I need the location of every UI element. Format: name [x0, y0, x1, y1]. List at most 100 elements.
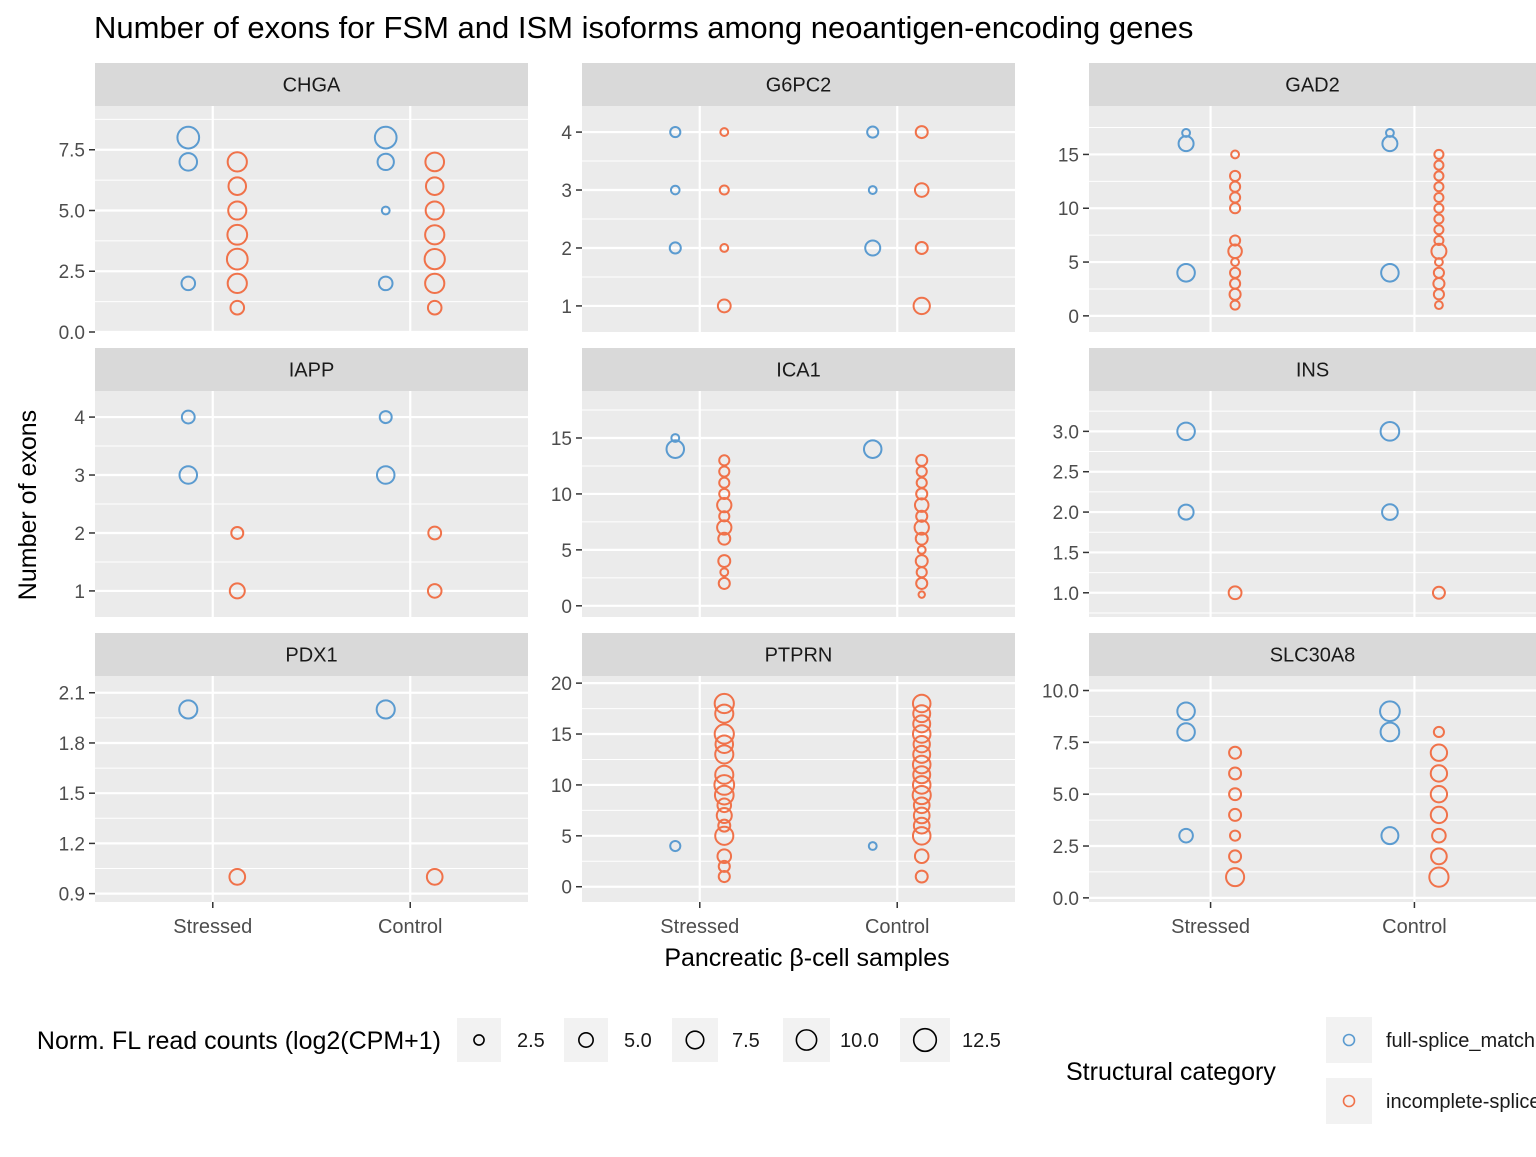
y-tick-label: 15 [551, 725, 572, 746]
y-tick-label: 0.0 [1053, 889, 1079, 910]
data-point-incomplete-splice_match [713, 774, 736, 796]
data-point-full-splice_match [1379, 721, 1401, 743]
facet-strip [582, 633, 1015, 676]
data-point-incomplete-splice_match [1228, 849, 1243, 864]
y-tick-label: 1.5 [1053, 543, 1079, 564]
facet-strip-label: CHGA [283, 75, 341, 97]
data-point-incomplete-splice_match [715, 806, 733, 824]
x-tick-label: Stressed [1171, 916, 1250, 938]
data-point-full-splice_match [375, 699, 396, 720]
data-point-incomplete-splice_match [713, 784, 735, 806]
data-point-incomplete-splice_match [1433, 181, 1445, 193]
data-point-incomplete-splice_match [227, 200, 248, 221]
color-legend-swatch [1342, 1094, 1356, 1108]
y-tick-label: 3.0 [1053, 422, 1079, 443]
data-point-incomplete-splice_match [719, 567, 730, 578]
size-legend-key [564, 1018, 608, 1062]
data-point-incomplete-splice_match [915, 576, 929, 590]
data-point-incomplete-splice_match [1229, 202, 1242, 215]
data-point-full-splice_match [178, 152, 199, 172]
data-point-incomplete-splice_match [427, 525, 443, 541]
facet-strip-label: INS [1296, 360, 1329, 382]
y-tick-label: 15 [1058, 145, 1079, 166]
data-point-incomplete-splice_match [1428, 866, 1450, 888]
y-tick-label: 5 [561, 827, 572, 848]
data-point-incomplete-splice_match [716, 496, 733, 514]
size-legend-key [900, 1018, 950, 1062]
data-point-incomplete-splice_match [1433, 213, 1445, 225]
data-point-incomplete-splice_match [912, 744, 932, 764]
data-point-full-splice_match [1380, 826, 1400, 846]
data-point-incomplete-splice_match [424, 200, 445, 221]
data-point-incomplete-splice_match [719, 243, 730, 253]
facet-strip [1089, 63, 1536, 106]
panel-background [95, 676, 528, 902]
data-point-incomplete-splice_match [716, 797, 733, 814]
data-point-full-splice_match [866, 125, 880, 139]
data-point-incomplete-splice_match [424, 151, 446, 173]
data-point-incomplete-splice_match [716, 298, 732, 314]
data-point-full-splice_match [670, 433, 681, 443]
data-point-full-splice_match [1176, 263, 1196, 283]
y-tick-label: 2 [74, 524, 85, 545]
data-point-incomplete-splice_match [425, 868, 444, 886]
data-point-full-splice_match [180, 275, 197, 292]
data-point-incomplete-splice_match [914, 240, 929, 255]
facet-panel-gad2: GAD2 0 5 10 15 [1058, 63, 1536, 332]
data-point-incomplete-splice_match [913, 519, 930, 536]
data-point-incomplete-splice_match [912, 704, 932, 724]
data-point-incomplete-splice_match [714, 703, 735, 724]
data-point-incomplete-splice_match [1228, 807, 1243, 822]
data-point-incomplete-splice_match [1228, 766, 1243, 781]
size-legend-label: 5.0 [624, 1030, 652, 1052]
data-point-incomplete-splice_match [226, 223, 249, 246]
y-tick-label: 2.0 [1053, 503, 1079, 524]
data-point-incomplete-splice_match [1433, 224, 1445, 236]
y-tick-label: 3 [74, 466, 85, 487]
y-tick-label: 1.8 [59, 734, 85, 755]
size-legend-circle [912, 1027, 938, 1053]
data-point-incomplete-splice_match [1229, 829, 1242, 842]
data-point-incomplete-splice_match [1431, 585, 1446, 600]
data-point-incomplete-splice_match [1429, 764, 1449, 783]
data-point-full-splice_match [1381, 503, 1399, 521]
data-point-incomplete-splice_match [714, 734, 735, 754]
facet-strip-label: G6PC2 [766, 75, 832, 97]
data-point-incomplete-splice_match [1228, 745, 1243, 760]
facet-strip [1089, 633, 1536, 676]
y-tick-label: 0 [1068, 307, 1079, 328]
data-point-incomplete-splice_match [718, 487, 731, 500]
panel-background [582, 676, 1015, 902]
y-tick-label: 1.0 [1053, 584, 1079, 605]
data-point-incomplete-splice_match [230, 525, 245, 540]
data-point-incomplete-splice_match [226, 272, 248, 294]
panel-background [95, 106, 528, 332]
data-point-full-splice_match [862, 439, 883, 459]
legend: Norm. FL read counts (log2(CPM+1) 2.5 5.0 7… [37, 1017, 1536, 1124]
data-point-full-splice_match [1176, 722, 1196, 742]
data-point-full-splice_match [376, 152, 395, 172]
data-point-incomplete-splice_match [1433, 170, 1445, 182]
data-point-incomplete-splice_match [912, 735, 931, 754]
data-point-incomplete-splice_match [225, 247, 249, 271]
facet-panels: CHGA0.02.55.07.5G6PC21234GAD2051015IAPP1… [59, 63, 1536, 938]
y-tick-label: 0 [561, 878, 572, 899]
facet-strip-label: PTPRN [765, 645, 833, 667]
panel-background [1089, 106, 1536, 332]
data-point-incomplete-splice_match [717, 870, 731, 884]
data-point-full-splice_match [1177, 503, 1195, 521]
data-point-incomplete-splice_match [713, 692, 735, 715]
data-point-incomplete-splice_match [1431, 827, 1447, 844]
data-point-incomplete-splice_match [917, 590, 926, 599]
data-point-full-splice_match [380, 205, 391, 216]
data-point-incomplete-splice_match [717, 576, 731, 590]
y-tick-label: 10 [551, 776, 572, 797]
y-tick-label: 3 [561, 181, 572, 202]
data-point-full-splice_match [178, 465, 199, 485]
facet-strip [582, 348, 1015, 391]
size-legend-key [457, 1018, 501, 1062]
data-point-incomplete-splice_match [228, 868, 247, 886]
data-point-incomplete-splice_match [228, 582, 246, 600]
